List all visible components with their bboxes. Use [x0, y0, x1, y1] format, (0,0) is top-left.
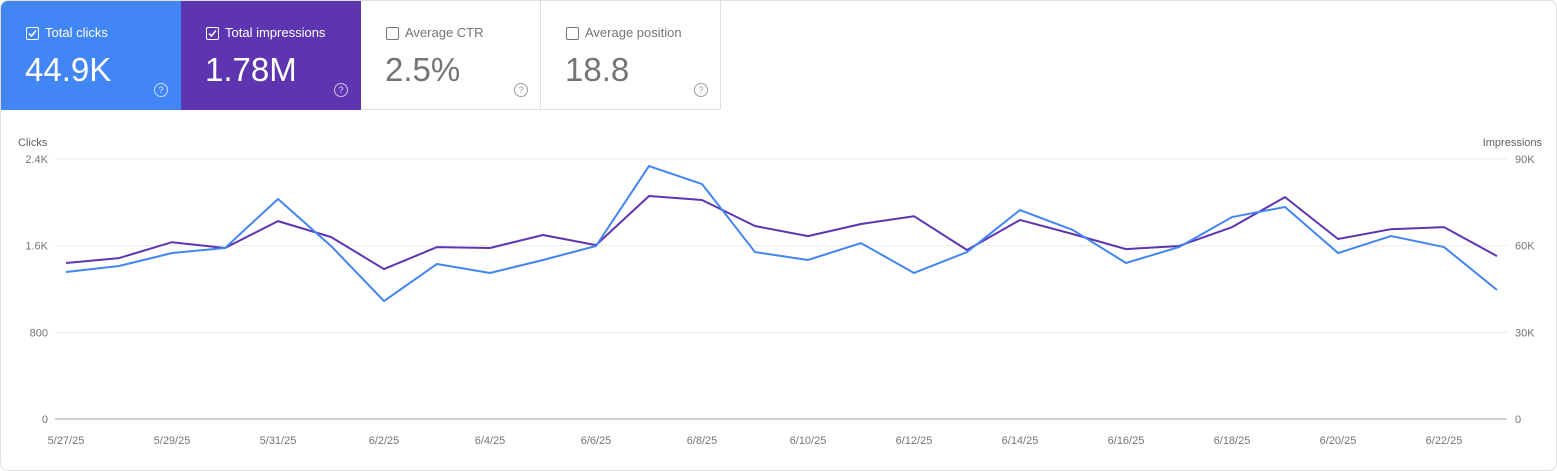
y-axis-right-title: Impressions: [1483, 137, 1543, 149]
x-tick-label: 6/8/25: [687, 435, 718, 447]
x-tick-label: 6/10/25: [790, 435, 827, 447]
x-tick-label: 6/6/25: [581, 435, 612, 447]
series-line-clicks: [65, 165, 1498, 303]
x-tick-label: 5/27/25: [48, 435, 85, 447]
x-tick-label: 5/29/25: [154, 435, 191, 447]
y-axis-left-title: Clicks: [18, 137, 48, 149]
x-tick-label: 5/31/25: [260, 435, 297, 447]
x-tick-label: 6/14/25: [1002, 435, 1039, 447]
card-label: Total clicks: [45, 25, 108, 40]
y-left-tick-label: 2.4K: [25, 154, 48, 166]
card-total-impressions[interactable]: Total impressions 1.78M ?: [181, 1, 361, 110]
card-total-clicks[interactable]: Total clicks 44.9K ?: [1, 1, 181, 110]
card-label: Average position: [585, 25, 682, 40]
x-tick-label: 6/22/25: [1426, 435, 1463, 447]
y-right-tick-label: 30K: [1515, 327, 1535, 339]
x-tick-label: 6/16/25: [1108, 435, 1145, 447]
help-icon[interactable]: ?: [514, 83, 528, 97]
x-tick-label: 6/18/25: [1214, 435, 1251, 447]
y-right-tick-label: 90K: [1515, 154, 1535, 166]
checkbox-unchecked-icon[interactable]: [386, 27, 399, 40]
x-tick-label: 6/12/25: [896, 435, 933, 447]
card-average-ctr[interactable]: Average CTR 2.5% ?: [361, 1, 541, 110]
card-average-position[interactable]: Average position 18.8 ?: [541, 1, 721, 110]
card-value: 44.9K: [25, 51, 112, 88]
card-label: Total impressions: [225, 25, 326, 40]
help-icon[interactable]: ?: [154, 83, 168, 97]
y-right-tick-label: 0: [1515, 414, 1521, 426]
x-tick-label: 6/4/25: [475, 435, 506, 447]
help-icon[interactable]: ?: [694, 83, 708, 97]
y-left-tick-label: 1.6K: [25, 241, 48, 253]
x-tick-label: 6/20/25: [1320, 435, 1357, 447]
y-left-tick-label: 800: [30, 327, 48, 339]
card-value: 2.5%: [385, 51, 461, 88]
card-label: Average CTR: [405, 25, 484, 40]
card-value: 18.8: [565, 51, 630, 88]
y-left-tick-label: 0: [42, 414, 48, 426]
checkbox-unchecked-icon[interactable]: [566, 27, 579, 40]
y-right-tick-label: 60K: [1515, 241, 1535, 253]
x-tick-label: 6/2/25: [369, 435, 400, 447]
metric-cards: Total clicks 44.9K ? Total impressions 1…: [1, 1, 721, 110]
help-icon[interactable]: ?: [334, 83, 348, 97]
card-value: 1.78M: [205, 51, 297, 88]
checkbox-checked-icon[interactable]: [206, 27, 219, 40]
checkbox-checked-icon[interactable]: [26, 27, 39, 40]
